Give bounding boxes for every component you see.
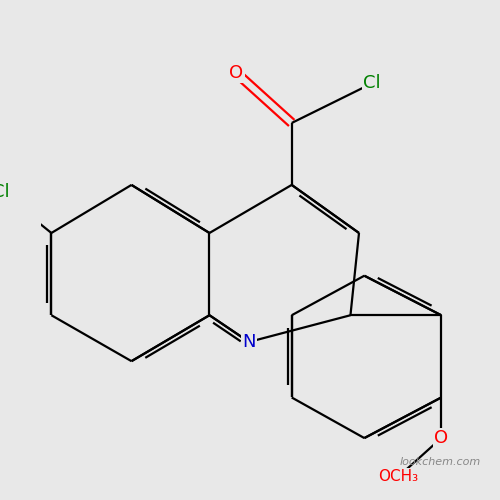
Text: O: O: [229, 64, 243, 82]
Text: O: O: [434, 429, 448, 447]
Text: OCH₃: OCH₃: [378, 469, 418, 484]
Text: Cl: Cl: [0, 184, 10, 202]
Text: Cl: Cl: [363, 74, 380, 92]
Text: lookchem.com: lookchem.com: [400, 456, 481, 466]
Text: N: N: [242, 333, 256, 351]
